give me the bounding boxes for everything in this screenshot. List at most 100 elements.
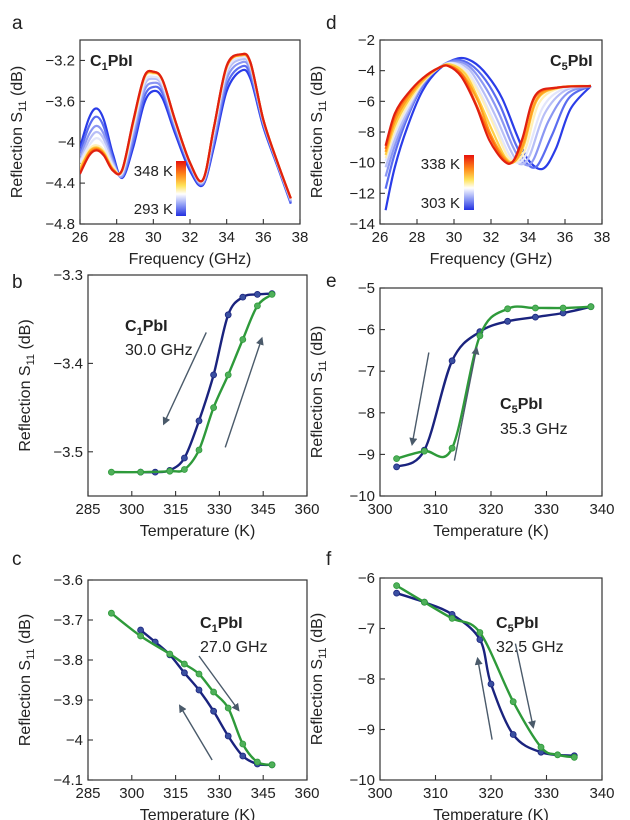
y-tick-label: −7 xyxy=(358,621,375,638)
y-tick-label: −3.5 xyxy=(53,444,83,461)
panel-letter: d xyxy=(326,13,337,34)
x-tick-label: 28 xyxy=(108,229,125,246)
data-point xyxy=(253,758,261,766)
x-tick-label: 26 xyxy=(372,229,389,246)
data-point xyxy=(448,615,456,622)
compound-label: C1PbI xyxy=(200,615,243,635)
data-point xyxy=(210,371,218,379)
y-tick-label: −8 xyxy=(358,124,375,141)
sweep-arrow xyxy=(162,332,207,426)
data-point xyxy=(448,357,456,365)
data-point xyxy=(224,704,232,712)
panel-f: f 300 310 320 330 340 −10 −9 −8 −7 −6 Temperature (… xyxy=(309,549,615,820)
x-tick-label: 32 xyxy=(483,229,500,246)
data-point xyxy=(448,444,456,452)
sweep-arrow xyxy=(178,704,213,761)
compound-label: C1PbI xyxy=(125,318,168,338)
y-tick-label: −3.6 xyxy=(45,93,75,110)
colorbar xyxy=(464,155,474,210)
y-tick-label: −12 xyxy=(350,185,375,202)
y-tick-label: −10 xyxy=(350,772,375,789)
panel-d: d 26 28 30 32 34 36 38 −14 −12 −10 −8 −6 −4 −2 Frequenc… xyxy=(309,13,610,268)
y-tick-label: −3.8 xyxy=(53,652,83,669)
y-tick-label: −6 xyxy=(358,570,375,587)
x-tick-label: 300 xyxy=(119,501,144,518)
series-line xyxy=(395,305,592,469)
y-axis-label: Reflection S11 (dB) xyxy=(309,326,329,458)
x-tick-label: 340 xyxy=(589,501,614,518)
panel-b: b 285 300 315 330 345 360 −3.5 −3.4 −3.3 Temperatu… xyxy=(12,267,320,540)
data-point xyxy=(239,752,247,760)
compound-label: C5PbI xyxy=(550,53,593,73)
series-line xyxy=(395,584,575,759)
x-tick-label: 36 xyxy=(557,229,574,246)
data-point xyxy=(224,371,232,379)
x-tick-label: 320 xyxy=(478,785,503,802)
spectrum-line xyxy=(384,61,592,164)
sweep-arrow xyxy=(198,655,240,712)
y-tick-label: −3.7 xyxy=(53,612,83,629)
x-axis-label: Frequency (GHz) xyxy=(430,251,553,268)
sweep-arrow xyxy=(453,346,480,461)
data-point xyxy=(195,670,203,678)
x-tick-label: 38 xyxy=(292,229,309,246)
data-point xyxy=(476,332,484,340)
data-point xyxy=(532,304,539,312)
data-point xyxy=(195,446,203,454)
panel-c: c 285 300 315 330 345 360 −4.1 −4 −3.9 −3.8 −3.7 −3.… xyxy=(12,549,320,820)
x-tick-label: 34 xyxy=(218,229,235,246)
frequency-label: 30.0 GHz xyxy=(125,342,193,359)
data-layer xyxy=(393,303,595,471)
x-tick-label: 345 xyxy=(251,501,276,518)
data-point xyxy=(180,466,188,473)
data-point xyxy=(487,680,495,688)
data-layer xyxy=(80,52,292,204)
spectrum-line xyxy=(384,56,592,211)
plot-frame xyxy=(87,579,308,781)
x-tick-label: 34 xyxy=(520,229,537,246)
data-point xyxy=(239,740,247,748)
data-point xyxy=(195,417,203,425)
y-axis-label: Reflection S11 (dB) xyxy=(17,614,37,746)
panel-a: a 26 28 30 32 34 36 38 −4.8 −4.4 −4 −3.6 −3.2 Frequen… xyxy=(9,13,308,268)
x-tick-label: 330 xyxy=(534,785,559,802)
data-point xyxy=(239,293,247,301)
data-point xyxy=(253,290,261,298)
colorbar-top-label: 348 K xyxy=(134,163,173,180)
data-point xyxy=(180,454,188,462)
data-point xyxy=(420,598,428,606)
x-tick-label: 340 xyxy=(589,785,614,802)
data-layer xyxy=(108,290,276,476)
data-point xyxy=(224,732,232,740)
data-point xyxy=(253,302,261,310)
y-tick-label: −3.3 xyxy=(53,267,83,284)
x-tick-label: 320 xyxy=(478,501,503,518)
x-tick-label: 310 xyxy=(423,501,448,518)
x-axis-label: Temperature (K) xyxy=(433,523,549,540)
colorbar-bottom-label: 293 K xyxy=(134,201,173,218)
x-tick-label: 38 xyxy=(594,229,611,246)
data-point xyxy=(224,311,232,319)
data-point xyxy=(166,467,174,475)
y-tick-label: −6 xyxy=(358,322,375,339)
data-point xyxy=(476,629,484,636)
x-tick-label: 330 xyxy=(207,785,232,802)
data-point xyxy=(393,589,401,597)
data-point xyxy=(180,669,188,677)
y-tick-label: −3.6 xyxy=(53,572,83,589)
data-point xyxy=(268,761,276,769)
frequency-label: 27.0 GHz xyxy=(200,639,268,656)
compound-label: C5PbI xyxy=(496,615,539,635)
y-tick-label: −2 xyxy=(358,32,375,49)
spectrum-line xyxy=(80,68,292,204)
y-tick-label: −9 xyxy=(358,722,375,739)
x-axis-label: Temperature (K) xyxy=(140,523,256,540)
x-tick-label: 360 xyxy=(294,785,319,802)
y-tick-label: −6 xyxy=(358,93,375,110)
y-tick-label: −4.1 xyxy=(53,772,83,789)
x-tick-label: 285 xyxy=(75,785,100,802)
x-tick-label: 30 xyxy=(446,229,463,246)
colorbar-bottom-label: 303 K xyxy=(421,195,460,212)
panel-letter: a xyxy=(12,13,23,34)
data-point xyxy=(210,707,218,715)
